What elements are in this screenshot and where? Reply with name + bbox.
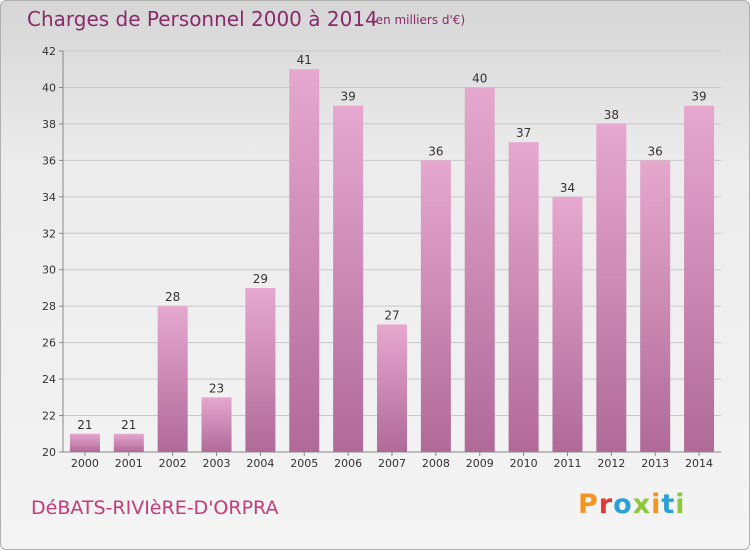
proxiti-logo[interactable]: Proxiti <box>578 489 686 520</box>
y-tick-label: 38 <box>42 118 56 131</box>
y-tick-label: 34 <box>42 191 56 204</box>
bar <box>420 160 451 452</box>
data-label: 38 <box>604 108 619 122</box>
data-label: 40 <box>472 71 487 85</box>
data-label: 29 <box>253 272 268 286</box>
axes <box>59 50 721 456</box>
x-tick-label: 2013 <box>641 457 669 470</box>
bar <box>201 397 232 452</box>
logo-letter: x <box>632 489 652 520</box>
commune-name: DéBATS-RIVIèRE-D'ORPRA <box>31 497 279 519</box>
x-tick-label: 2000 <box>71 457 99 470</box>
x-tick-label: 2008 <box>422 457 450 470</box>
x-tick-label: 2004 <box>246 457 274 470</box>
logo-letter: P <box>578 489 599 520</box>
logo-letter: r <box>598 489 614 520</box>
bar <box>640 160 671 452</box>
x-tick-label: 2005 <box>290 457 318 470</box>
x-tick-label: 2003 <box>203 457 231 470</box>
bar <box>377 324 407 452</box>
x-tick-label: 2009 <box>466 457 494 470</box>
y-tick-label: 30 <box>42 264 56 277</box>
y-tick-label: 26 <box>42 337 56 350</box>
data-label: 27 <box>384 308 399 322</box>
logo-letter: i <box>651 489 662 520</box>
logo-letter: t <box>661 489 676 520</box>
x-tick-label: 2007 <box>378 457 406 470</box>
x-tick-label: 2006 <box>334 457 362 470</box>
y-tick-label: 20 <box>42 446 56 459</box>
x-tick-label: 2001 <box>115 457 143 470</box>
bar <box>684 105 715 452</box>
x-tick-label: 2010 <box>510 457 538 470</box>
bar <box>157 306 188 452</box>
y-tick-label: 36 <box>42 154 56 167</box>
data-label: 23 <box>209 381 224 395</box>
logo-letter: i <box>675 489 686 520</box>
y-tick-label: 28 <box>42 300 56 313</box>
data-label: 21 <box>121 418 136 432</box>
logo-letter: o <box>613 489 633 520</box>
data-label: 36 <box>648 144 663 158</box>
y-tick-label: 24 <box>42 373 56 386</box>
x-tick-label: 2012 <box>597 457 625 470</box>
data-label: 39 <box>340 90 355 104</box>
x-tick-label: 2002 <box>159 457 187 470</box>
y-tick-label: 32 <box>42 227 56 240</box>
y-tick-label: 40 <box>42 81 56 94</box>
data-label: 41 <box>297 53 312 67</box>
bar <box>333 105 364 452</box>
chart-subtitle: (en milliers d'€) <box>371 13 466 27</box>
labels: 20 22 24 26 28 30 32 34 36 38 40 42 21 2000 21 2001 28 20… <box>42 45 713 470</box>
y-tick-label: 42 <box>42 45 56 58</box>
x-tick-label: 2011 <box>553 457 581 470</box>
bar <box>464 87 495 453</box>
chart-title: Charges de Personnel 2000 à 2014 <box>27 7 378 31</box>
bar <box>69 433 100 452</box>
data-label: 36 <box>428 144 443 158</box>
data-label: 21 <box>77 418 92 432</box>
data-label: 37 <box>516 126 531 140</box>
bar <box>113 433 144 452</box>
data-label: 34 <box>560 181 575 195</box>
bar <box>552 196 583 452</box>
bar <box>508 142 539 453</box>
x-tick-label: 2014 <box>685 457 713 470</box>
bar <box>596 123 627 452</box>
data-label: 28 <box>165 290 180 304</box>
bar <box>245 287 276 452</box>
y-tick-label: 22 <box>42 410 56 423</box>
bars <box>69 69 715 453</box>
bar <box>289 69 320 453</box>
data-label: 39 <box>691 90 706 104</box>
